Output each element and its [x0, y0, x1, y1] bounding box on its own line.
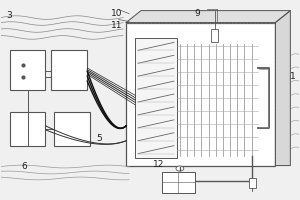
Text: 11: 11 — [111, 21, 123, 30]
Bar — [211, 29, 218, 42]
Bar — [135, 38, 177, 158]
Text: 6: 6 — [22, 162, 27, 171]
Bar — [52, 50, 87, 90]
Bar — [10, 50, 46, 90]
Text: 10: 10 — [111, 9, 123, 18]
Polygon shape — [275, 11, 290, 166]
Text: 9: 9 — [195, 9, 200, 18]
Bar — [248, 178, 256, 188]
Bar — [162, 171, 195, 193]
Polygon shape — [126, 11, 290, 23]
Bar — [126, 23, 275, 166]
Circle shape — [176, 166, 184, 171]
Text: 3: 3 — [7, 11, 12, 20]
Text: 1: 1 — [290, 72, 296, 81]
Text: 5: 5 — [96, 134, 102, 143]
Text: 12: 12 — [153, 160, 164, 169]
Bar — [54, 112, 90, 146]
Bar — [10, 112, 46, 146]
